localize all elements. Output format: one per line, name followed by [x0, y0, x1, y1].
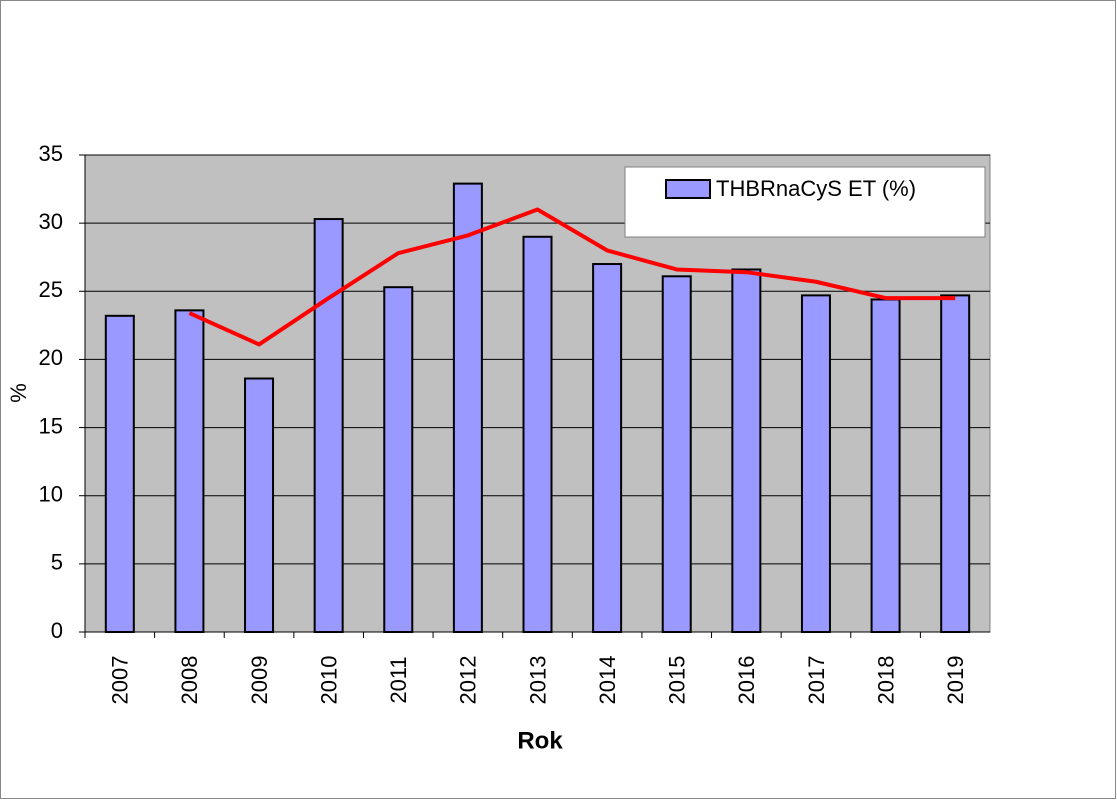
- x-tick-label: 2010: [316, 656, 341, 705]
- y-tick-label: 5: [51, 550, 63, 575]
- bar: [800, 294, 831, 633]
- y-tick-label: 20: [39, 345, 63, 370]
- x-tick-label: 2014: [595, 656, 620, 705]
- x-tick-label: 2017: [804, 656, 829, 705]
- line: [188, 207, 956, 347]
- bar: [940, 294, 971, 633]
- bar: [383, 286, 414, 633]
- x-tick-label: 2008: [177, 656, 202, 705]
- bar: [522, 235, 553, 633]
- x-tick-label: 2019: [943, 656, 968, 705]
- x-tick-label: 2011: [386, 656, 411, 703]
- legend-label: THBRnaCyS ET (%): [716, 176, 916, 201]
- bar: [870, 298, 901, 633]
- x-tick-label: 2016: [734, 656, 759, 705]
- bar: [104, 314, 135, 633]
- y-tick-label: 35: [39, 141, 63, 166]
- x-tick-label: 2009: [247, 656, 272, 705]
- bar: [731, 268, 762, 633]
- bar: [174, 309, 205, 633]
- x-tick-label: 2015: [665, 656, 690, 705]
- x-tick-label: 2018: [873, 656, 898, 705]
- legend: [624, 166, 986, 238]
- y-tick-label: 15: [39, 413, 63, 438]
- y-tick-label: 0: [51, 618, 63, 643]
- bar: [661, 275, 692, 633]
- x-tick-label: 2012: [456, 656, 481, 705]
- x-axis-label: Rok: [517, 727, 563, 754]
- bar: [592, 263, 623, 633]
- y-tick-label: 30: [39, 209, 63, 234]
- bar: [244, 377, 275, 633]
- x-tick-label: 2007: [108, 656, 133, 705]
- bar: [313, 218, 344, 633]
- bar: [452, 182, 483, 633]
- legend-swatch: [665, 179, 711, 199]
- x-tick-label: 2013: [525, 656, 550, 705]
- y-tick-label: 25: [39, 277, 63, 302]
- y-axis-label: %: [6, 383, 31, 403]
- y-tick-label: 10: [39, 482, 63, 507]
